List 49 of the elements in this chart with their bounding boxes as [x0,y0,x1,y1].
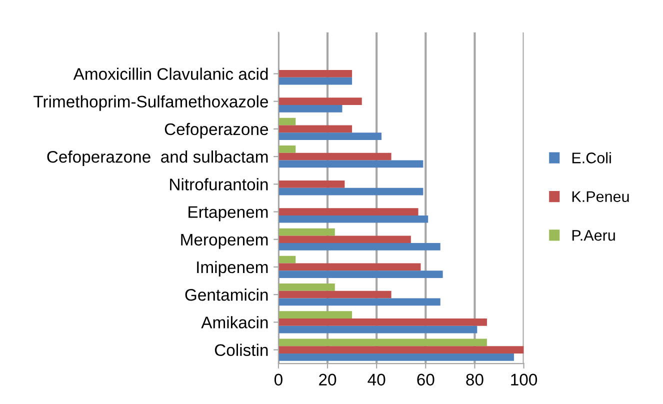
bar [278,228,335,236]
bar [278,146,296,153]
bar [278,263,421,271]
bar [278,338,487,346]
bar [278,270,443,278]
bar [278,208,418,216]
bar [278,311,352,319]
x-tick-label: 100 [511,374,538,386]
bar [278,70,352,78]
x-tick-label: 0 [274,374,282,386]
y-tick-label: Imipenem [197,260,268,276]
bar [278,160,424,168]
bar [278,132,382,140]
x-tick-label: 80 [466,374,484,386]
y-tick-label: Meropenem [181,234,268,249]
legend-label: P.Aeru [572,230,615,241]
x-tick-label: 40 [368,374,386,386]
bar [278,353,514,361]
bar [278,326,478,334]
bar [278,243,440,250]
bar [278,298,440,306]
bar [278,256,296,264]
y-tick-label: Cefoperazone and sulbactam [47,150,268,166]
bar [278,215,428,223]
y-tick-label: Cefoperazone [164,122,268,138]
bar [278,188,424,196]
y-tick-label: Amoxicillin Clavulanic acid [73,68,268,80]
bar [278,98,362,106]
bar [278,318,487,326]
y-tick-label: Amikacin [201,316,268,328]
bar [278,284,335,291]
x-tick-label: 20 [319,374,336,386]
y-tick-label: Trimethoprim-Sulfamethoxazole [34,95,268,111]
legend-label: E.Coli [572,152,611,164]
y-tick-label: Colistin [214,344,268,356]
bar [278,236,411,244]
y-tick-label: Nitrofurantoin [170,178,268,190]
legend-label: K.Peneu [572,191,629,202]
bar [278,125,352,133]
x-tick-label: 60 [417,374,434,386]
y-tick-label: Ertapenem [188,206,268,222]
bar [278,346,524,354]
bar [278,180,345,188]
bar [278,77,352,85]
bar [278,118,296,126]
bar [278,290,392,298]
bar [278,105,342,112]
bar [278,152,392,160]
y-tick-label: Gentamicin [185,288,268,301]
